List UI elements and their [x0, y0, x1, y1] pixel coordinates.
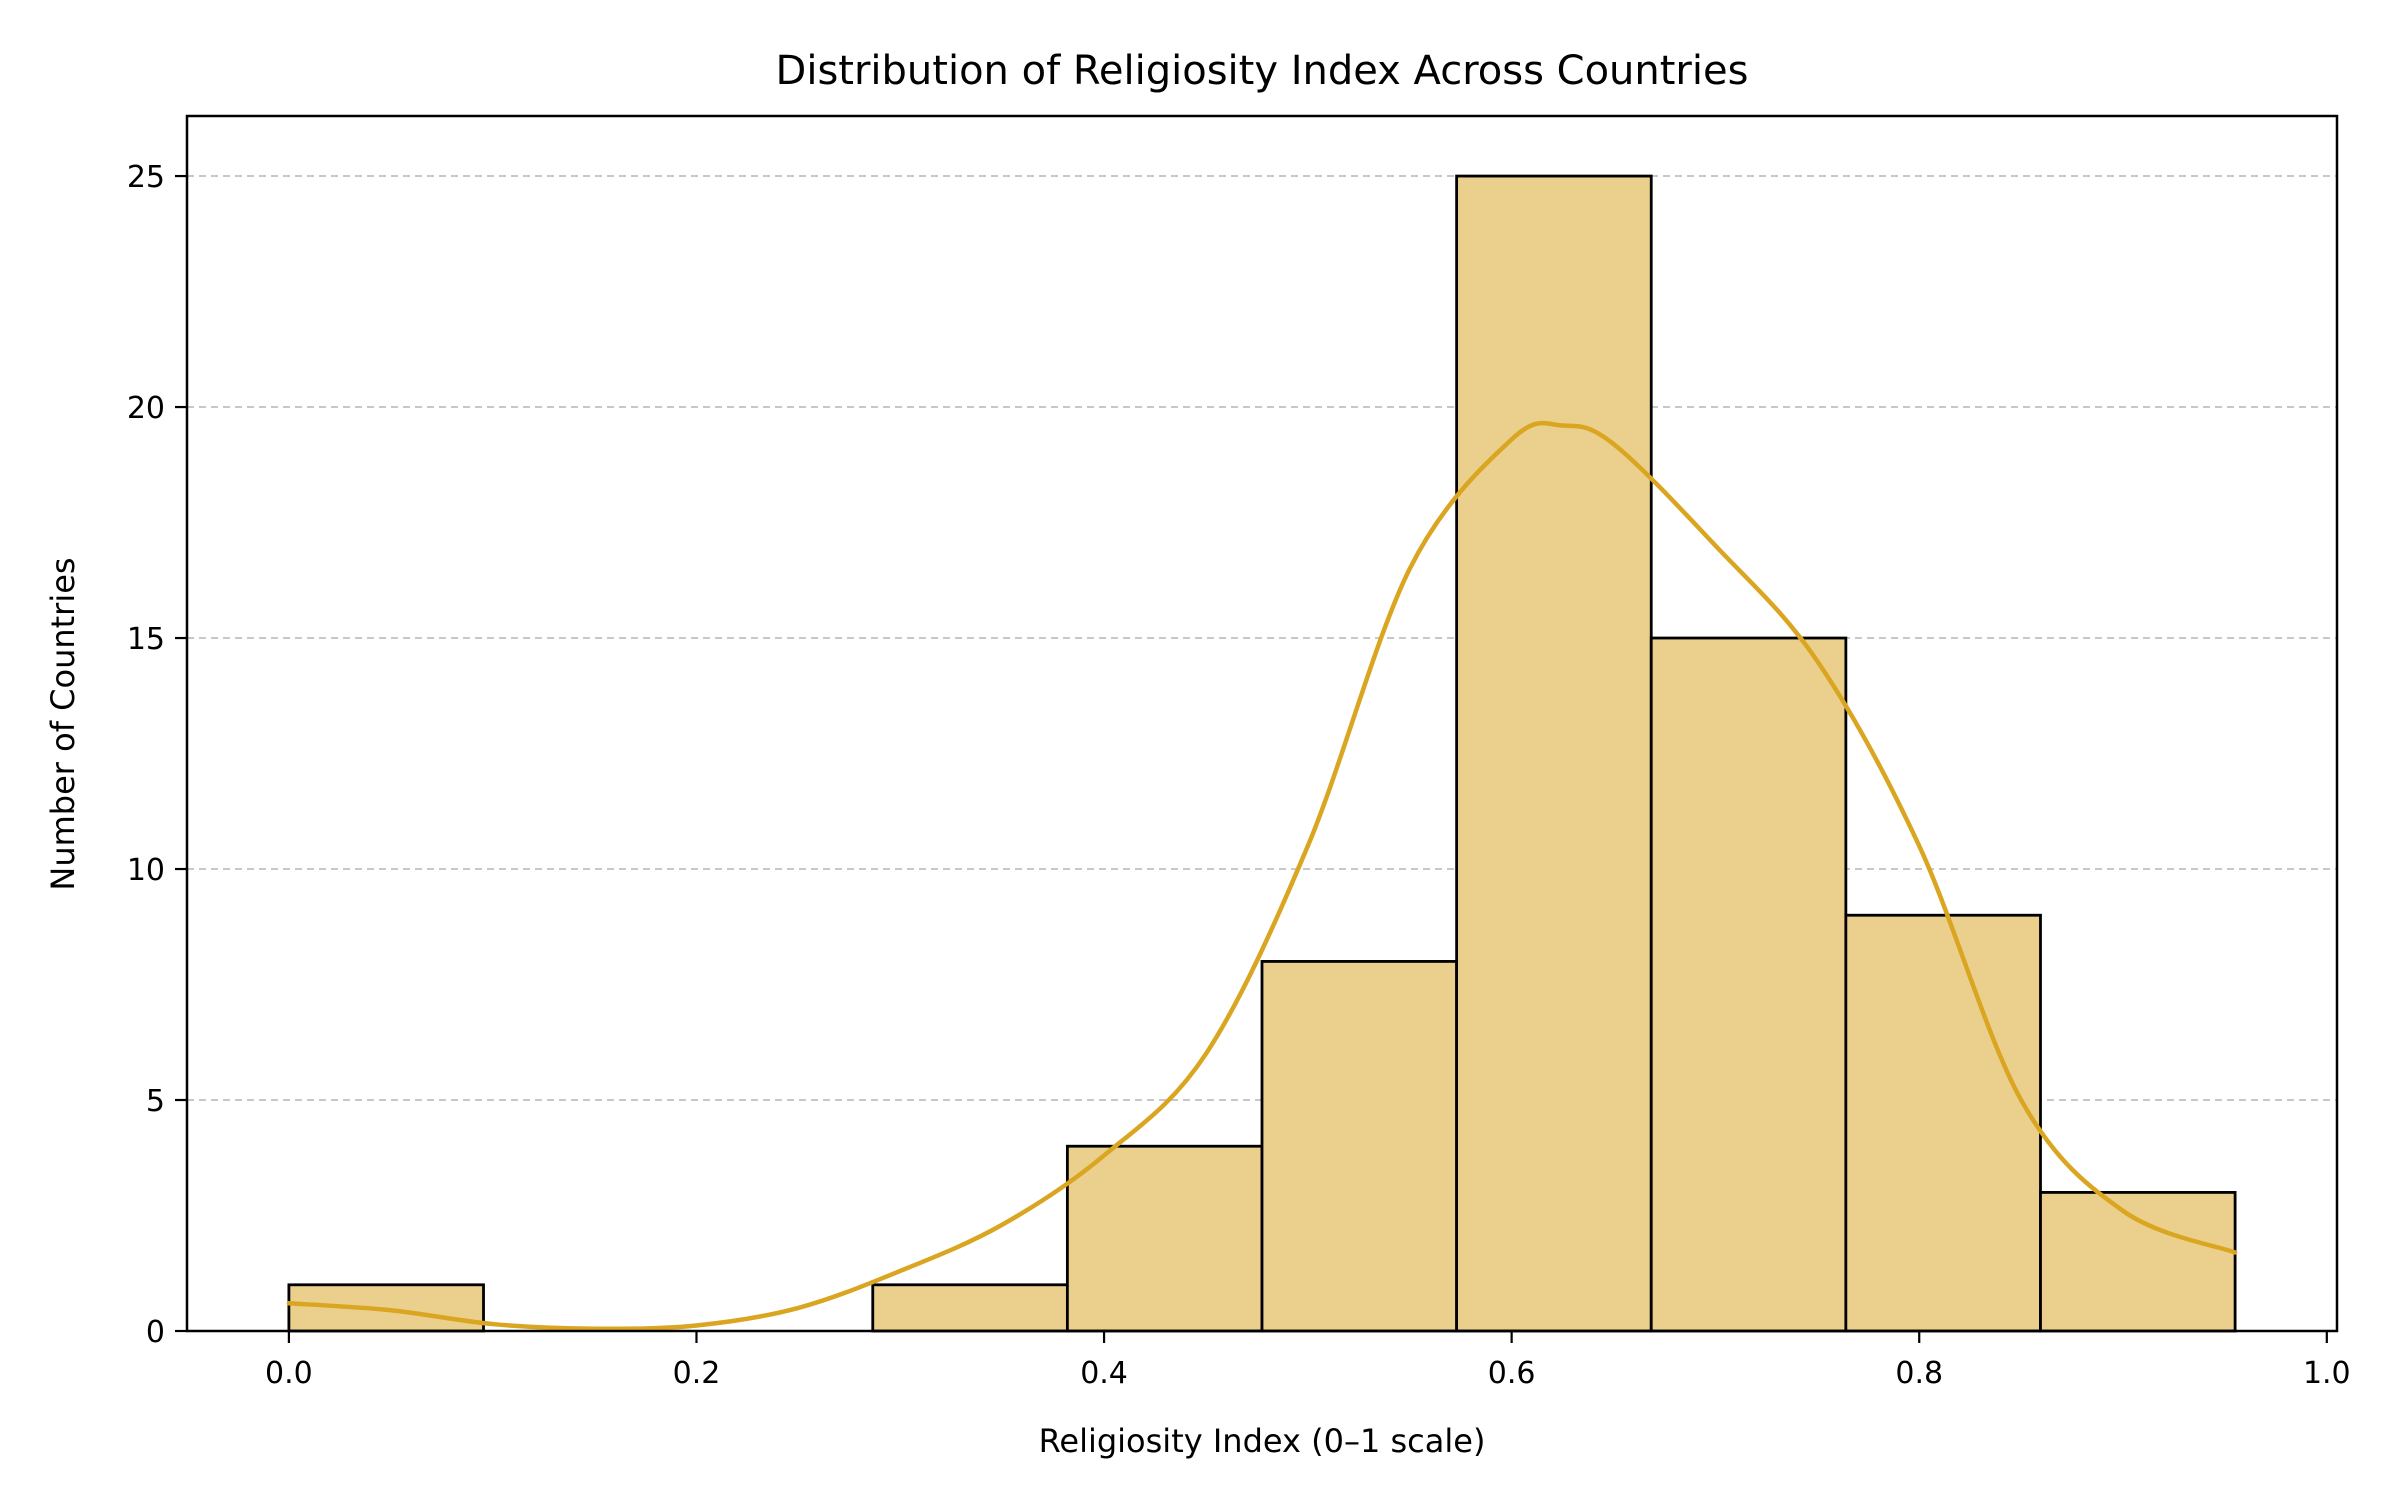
plot-frame — [185, 114, 2339, 1333]
chart-title: Distribution of Religiosity Index Across… — [776, 48, 1749, 94]
y-tick-label: 0 — [146, 1315, 165, 1350]
histogram-bar — [1260, 960, 1459, 1333]
x-axis-label: Religiosity Index (0–1 scale) — [1039, 1422, 1486, 1460]
histogram-bar — [1844, 913, 2042, 1333]
x-tick-label: 0.4 — [1080, 1356, 1128, 1391]
histogram-bar — [1065, 1144, 1264, 1333]
x-tick-label: 0.2 — [673, 1356, 721, 1391]
x-tick-label: 0.6 — [1488, 1356, 1536, 1391]
x-axis-ticks: 0.0 0.2 0.4 0.6 0.8 1.0 — [265, 1331, 2351, 1391]
y-axis-ticks: 0 5 10 15 20 25 — [127, 160, 187, 1350]
histogram-bars — [287, 174, 2237, 1333]
kde-curve — [286, 420, 2238, 1332]
y-tick-label: 5 — [146, 1084, 165, 1119]
y-tick-label: 25 — [127, 160, 165, 195]
histogram-bar — [2039, 1191, 2237, 1333]
histogram-bar — [1455, 174, 1653, 1333]
y-tick-label: 10 — [127, 853, 165, 888]
x-tick-label: 1.0 — [2303, 1356, 2351, 1391]
y-tick-label: 15 — [127, 622, 165, 657]
x-tick-label: 0.8 — [1895, 1356, 1943, 1391]
histogram-bar — [1649, 636, 1848, 1333]
histogram-bar — [871, 1283, 1069, 1333]
y-axis-label: Number of Countries — [44, 557, 82, 890]
x-tick-label: 0.0 — [265, 1356, 313, 1391]
y-tick-label: 20 — [127, 391, 165, 426]
